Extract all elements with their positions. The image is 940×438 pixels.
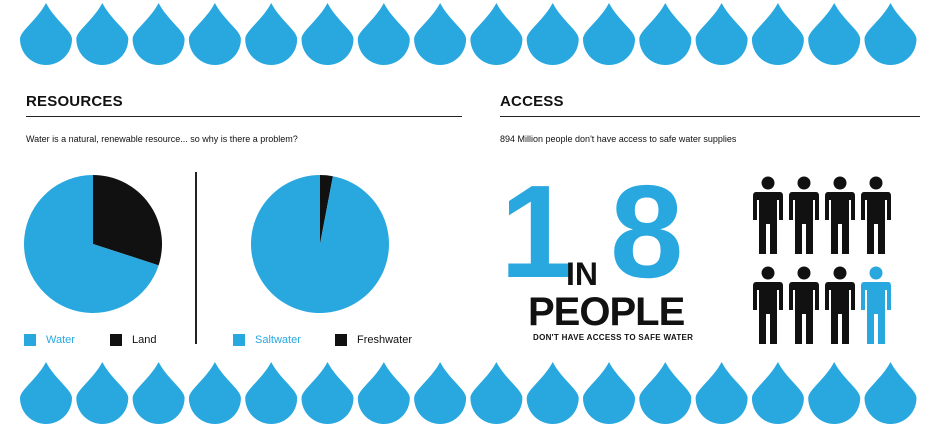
person-icon [789,266,819,344]
resources-heading: RESOURCES [26,93,123,110]
drops-row-top [20,3,917,66]
water-drop-icon [639,362,692,424]
water-drop-icon [526,3,579,65]
water-drop-icon [245,362,298,424]
pie-slice-land [93,175,162,266]
pie-slice-freshwater [320,175,333,244]
section-divider [195,172,197,344]
water-drop-icon [526,362,579,424]
drops-row-bottom [20,362,917,425]
pie-chart-salt-fresh [251,175,389,313]
legend-swatch-land [110,334,122,346]
water-drop-icon [20,362,72,424]
water-drop-icon [470,362,523,425]
people-pictogram [753,176,891,344]
legend-swatch-saltwater [233,334,245,346]
legend-item-land: Land [110,334,156,346]
access-rule [500,116,920,117]
legend-item-freshwater: Freshwater [335,334,412,346]
water-drop-icon [414,3,467,65]
person-icon [825,266,855,344]
water-drop-icon [808,3,861,65]
legend-item-water: Water [24,334,75,346]
water-drop-icon [470,3,523,66]
person-icon [861,266,891,344]
bottom-water-drops [0,360,940,430]
legend-swatch-freshwater [335,334,347,346]
water-drop-icon [695,362,748,424]
resources-subtitle: Water is a natural, renewable resource..… [26,134,298,144]
water-drop-icon [414,362,467,424]
water-drop-icon [188,362,241,424]
water-drop-icon [245,3,298,65]
water-drop-icon [357,3,410,65]
water-drop-icon [301,362,354,424]
water-drop-icon [20,3,72,65]
stat-caption: DON'T HAVE ACCESS TO SAFE WATER [533,333,694,342]
pie-slice-saltwater [251,175,389,313]
legend-label-water: Water [46,334,75,346]
stat-in: IN [566,256,598,292]
access-heading: ACCESS [500,93,564,110]
person-icon [825,176,855,254]
legend-item-saltwater: Saltwater [233,334,301,346]
water-drop-icon [76,362,129,424]
water-drop-icon [639,3,692,65]
person-icon [861,176,891,254]
water-drop-icon [751,3,804,65]
legend-label-freshwater: Freshwater [357,334,413,346]
top-water-drops [0,0,940,70]
water-drop-icon [132,362,185,424]
access-subtitle: 894 Million people don't have access to … [500,134,737,144]
water-drop-icon [864,362,917,424]
person-icon [789,176,819,254]
water-drop-icon [188,3,241,65]
stat-people: PEOPLE [528,290,685,334]
legend-label-saltwater: Saltwater [255,334,301,346]
legend-swatch-water [24,334,36,346]
water-drop-icon [357,362,410,424]
water-drop-icon [808,362,861,424]
water-drop-icon [864,3,917,65]
water-drop-icon [76,3,129,65]
person-icon [753,176,783,254]
water-drop-icon [583,362,635,424]
pie-slice-water [23,175,159,313]
stat-numerator: 1 [500,158,573,305]
water-drop-icon [583,3,635,65]
resources-rule [26,116,462,117]
water-drop-icon [695,3,748,65]
person-icon [753,266,783,344]
pie-chart-water-land [23,175,162,313]
water-drop-icon [751,362,804,424]
stat-denominator: 8 [610,158,684,305]
water-drop-icon [301,3,354,65]
water-drop-icon [132,3,185,65]
legend-label-land: Land [132,334,157,346]
